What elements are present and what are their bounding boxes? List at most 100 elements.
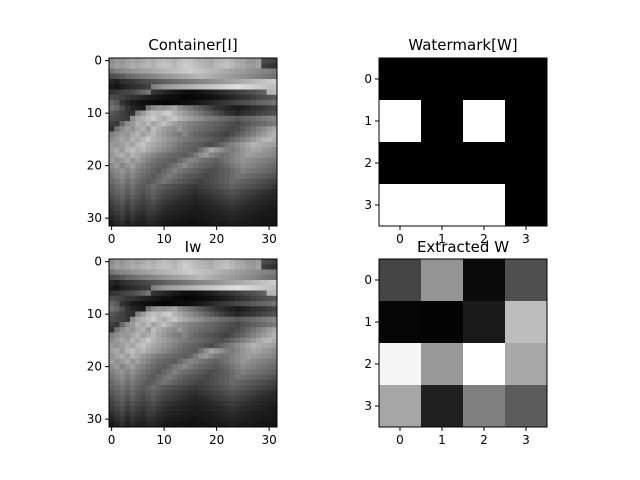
heatmap-cell-iw — [135, 332, 141, 339]
heatmap-cell-iw — [229, 316, 236, 323]
heatmap-cell-container — [119, 63, 126, 69]
heatmap-cell-iw — [261, 406, 267, 412]
heatmap-cell-iw — [161, 311, 168, 318]
heatmap-cell-container — [135, 142, 141, 148]
heatmap-cell-container — [130, 210, 136, 216]
heatmap-cell-container — [156, 79, 162, 85]
heatmap-cell-iw — [130, 369, 136, 375]
heatmap-cell-container — [235, 168, 241, 174]
heatmap-cell-container — [182, 79, 189, 85]
heatmap-cell-iw — [193, 343, 199, 349]
heatmap-cell-iw — [182, 290, 189, 297]
heatmap-cell-container — [224, 163, 231, 169]
heatmap-cell-container — [250, 173, 257, 180]
heatmap-cell-iw — [145, 264, 152, 270]
heatmap-cell-container — [224, 215, 231, 222]
heatmap-cell-container — [214, 79, 220, 85]
heatmap-cell-container — [256, 215, 262, 222]
heatmap-cell-iw — [256, 353, 262, 360]
heatmap-cell-container — [140, 199, 147, 206]
heatmap-cell-container — [261, 152, 267, 159]
heatmap-cell-iw — [119, 280, 126, 286]
heatmap-cell-iw — [256, 306, 262, 312]
heatmap-cell-container — [130, 115, 136, 122]
heatmap-cell-container — [240, 168, 246, 174]
heatmap-cell-iw — [271, 395, 278, 402]
heatmap-cell-container — [109, 84, 115, 90]
heatmap-cell-iw — [208, 411, 215, 417]
heatmap-cell-iw — [151, 327, 157, 333]
heatmap-cell-container — [193, 136, 199, 143]
heatmap-cell-iw — [156, 406, 162, 412]
heatmap-cell-container — [114, 178, 120, 185]
heatmap-cell-iw — [229, 353, 236, 360]
heatmap-cell-iw — [124, 421, 131, 428]
heatmap-cell-iw — [135, 264, 141, 270]
heatmap-cell-iw — [198, 306, 204, 312]
heatmap-cell-container — [187, 115, 194, 122]
heatmap-cell-iw — [156, 290, 162, 297]
heatmap-cell-container — [219, 136, 225, 143]
heatmap-cell-iw — [224, 395, 231, 402]
heatmap-cell-iw — [114, 337, 120, 344]
heatmap-cell-iw — [187, 395, 194, 402]
heatmap-cell-container — [172, 168, 178, 174]
heatmap-cell-container — [266, 210, 273, 216]
heatmap-cell-iw — [245, 316, 252, 323]
heatmap-cell-iw — [224, 353, 231, 360]
heatmap-cell-iw — [161, 322, 168, 328]
heatmap-cell-iw — [135, 337, 141, 344]
heatmap-cell-container — [245, 68, 252, 75]
heatmap-cell-iw — [235, 332, 241, 339]
heatmap-cell-container — [245, 121, 252, 127]
heatmap-cell-container — [151, 215, 157, 222]
heatmap-cell-iw — [177, 301, 183, 307]
heatmap-cell-iw — [256, 301, 262, 307]
heatmap-cell-container — [130, 110, 136, 117]
heatmap-cell-container — [235, 68, 241, 75]
heatmap-cell-container — [219, 178, 225, 185]
heatmap-cell-container — [182, 168, 189, 174]
heatmap-cell-iw — [109, 316, 115, 323]
heatmap-cells-watermark — [379, 58, 548, 227]
x-tick-label: 0 — [108, 433, 116, 447]
heatmap-cell-container — [208, 168, 215, 174]
heatmap-cell-iw — [266, 327, 273, 333]
heatmap-cell-container — [266, 147, 273, 153]
heatmap-cell-container — [208, 94, 215, 101]
heatmap-cell-iw — [182, 274, 189, 281]
heatmap-cell-iw — [145, 416, 152, 423]
heatmap-cell-iw — [140, 411, 147, 417]
heatmap-cell-container — [256, 173, 262, 180]
heatmap-cell-container — [224, 142, 231, 148]
heatmap-cell-container — [182, 199, 189, 206]
heatmap-cell-iw — [114, 295, 120, 302]
heatmap-cell-iw — [214, 353, 220, 360]
heatmap-cell-iw — [203, 316, 210, 323]
heatmap-cell-container — [235, 131, 241, 138]
heatmap-cell-iw — [109, 290, 115, 297]
heatmap-cell-iw — [266, 311, 273, 318]
heatmap-cell-iw — [161, 379, 168, 386]
heatmap-cell-iw — [266, 322, 273, 328]
heatmap-cell-iw — [266, 285, 273, 291]
heatmap-cell-iw — [256, 385, 262, 391]
heatmap-cell-iw — [140, 379, 147, 386]
heatmap-cell-iw — [261, 364, 267, 370]
heatmap-cell-iw — [250, 332, 257, 339]
heatmap-cell-iw — [151, 390, 157, 396]
heatmap-cell-iw — [214, 306, 220, 312]
heatmap-cell-container — [271, 126, 278, 132]
heatmap-cell-iw — [193, 411, 199, 417]
heatmap-cell-iw — [266, 274, 273, 281]
heatmap-cell-container — [240, 215, 246, 222]
heatmap-cell-iw — [193, 400, 199, 407]
heatmap-cell-container — [166, 136, 173, 143]
heatmap-cell-iw — [208, 406, 215, 412]
heatmap-cell-extracted — [379, 259, 422, 302]
heatmap-cell-container — [187, 157, 194, 164]
heatmap-cell-iw — [235, 411, 241, 417]
heatmap-cell-iw — [198, 369, 204, 375]
